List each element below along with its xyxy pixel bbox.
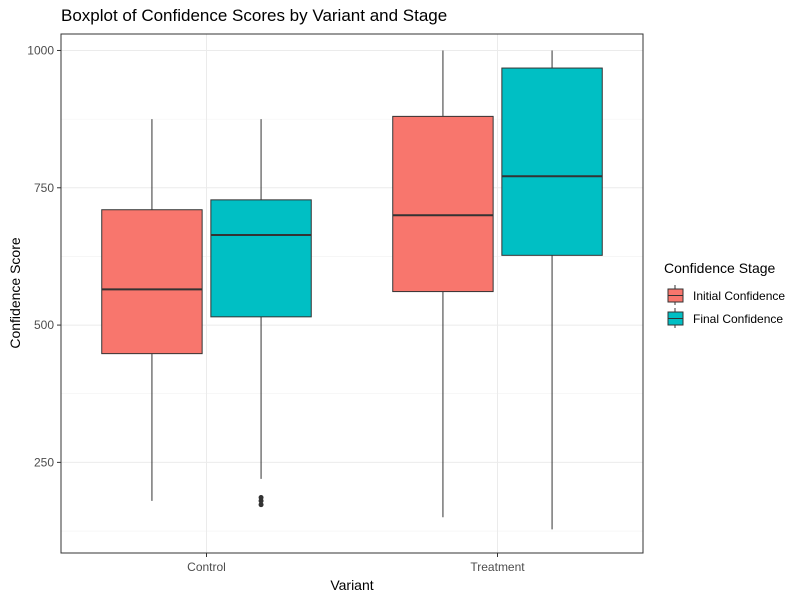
legend: Confidence Stage Initial Confidence Final…: [664, 260, 785, 328]
plot-panel-border: [60, 33, 644, 554]
x-axis-title: Variant: [330, 577, 373, 593]
x-tick-label: Control: [187, 560, 226, 574]
legend-title: Confidence Stage: [664, 260, 776, 276]
boxes: [101, 50, 603, 530]
box-iqr: [501, 67, 603, 256]
box-outlier-point: [258, 495, 264, 501]
legend-label: Initial Confidence: [693, 289, 785, 303]
y-tick-label: 500: [34, 318, 54, 332]
box-iqr: [210, 199, 312, 318]
y-tick-label: 1000: [27, 43, 54, 57]
y-tick-label: 250: [34, 455, 54, 469]
box-iqr: [392, 115, 494, 293]
x-tick-label: Treatment: [470, 560, 525, 574]
chart-title: Boxplot of Confidence Scores by Variant …: [61, 6, 448, 25]
y-tick-label: 750: [34, 181, 54, 195]
x-axis-ticks: Control Treatment: [187, 553, 525, 574]
y-axis-ticks: 250 500 750 1000: [27, 43, 61, 469]
y-axis-title: Confidence Score: [7, 237, 23, 349]
box-iqr: [101, 209, 203, 355]
legend-label: Final Confidence: [693, 312, 783, 326]
box-outlier-point: [258, 502, 264, 508]
